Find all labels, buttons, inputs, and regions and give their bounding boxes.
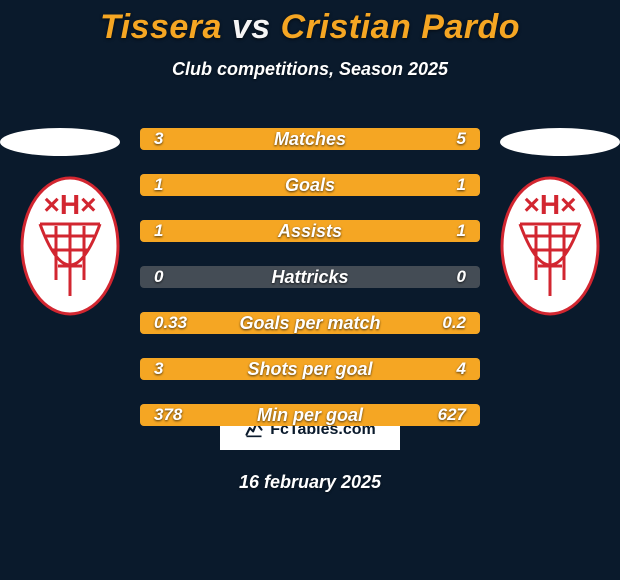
svg-text:×H×: ×H× — [524, 189, 577, 220]
stat-row: 11Assists — [140, 220, 480, 242]
stat-row: 378627Min per goal — [140, 404, 480, 426]
vs-label: vs — [232, 8, 271, 46]
page-title: Tissera vs Cristian Pardo — [0, 0, 620, 47]
stats-table: 35Matches 11Goals 11Assists 00Hattricks 0.33… — [140, 128, 480, 450]
subtitle: Club competitions, Season 2025 — [0, 59, 620, 80]
shadow-ellipse-left — [0, 128, 120, 156]
stat-label: Goals per match — [140, 312, 480, 334]
club-badge-right: ×H× — [500, 176, 600, 316]
stat-label: Goals — [140, 174, 480, 196]
stat-row: 35Matches — [140, 128, 480, 150]
stat-label: Assists — [140, 220, 480, 242]
player1-name: Tissera — [100, 8, 222, 46]
date-label: 16 february 2025 — [0, 472, 620, 493]
stat-row: 00Hattricks — [140, 266, 480, 288]
stat-label: Hattricks — [140, 266, 480, 288]
stat-row: 34Shots per goal — [140, 358, 480, 380]
stat-label: Matches — [140, 128, 480, 150]
svg-text:×H×: ×H× — [44, 189, 97, 220]
stat-label: Min per goal — [140, 404, 480, 426]
club-badge-left: ×H× — [20, 176, 120, 316]
stat-label: Shots per goal — [140, 358, 480, 380]
stat-row: 11Goals — [140, 174, 480, 196]
stat-row: 0.330.2Goals per match — [140, 312, 480, 334]
shadow-ellipse-right — [500, 128, 620, 156]
player2-name: Cristian Pardo — [281, 8, 520, 46]
